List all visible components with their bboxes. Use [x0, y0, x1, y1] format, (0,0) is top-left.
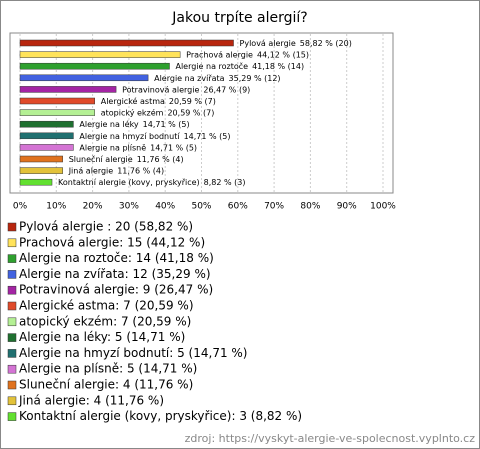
legend-swatch — [7, 254, 17, 263]
legend-label: Jiná alergie: 4 (11,76 %) — [18, 393, 164, 407]
x-tick-label: 50% — [191, 202, 211, 212]
bar — [19, 74, 149, 82]
legend-swatch — [7, 412, 17, 421]
legend-label: atopický ekzém: 7 (20,59 %) — [19, 314, 191, 328]
bar-label-value: 14,71 % (5) — [184, 131, 231, 140]
legend-label: Sluneční alergie: 4 (11,76 %) — [19, 378, 193, 392]
bar-label-category: Potravinová alergie — [122, 85, 199, 94]
bar-label-category: Jiná alergie — [68, 166, 114, 175]
bar — [19, 132, 74, 140]
legend-swatch — [7, 285, 17, 295]
bar-label-value: 20,59 % (7) — [169, 97, 216, 106]
bar — [19, 167, 63, 174]
bar-label-category: Alergie na plísně — [79, 143, 146, 152]
bar-label: Jiná alergie 11,76 % (4) — [68, 166, 164, 175]
bar-label-value: 58,82 % (20) — [300, 39, 352, 48]
bar — [19, 120, 74, 128]
bar-label: Kontaktní alergie (kovy, pryskyřice) 8,82… — [58, 178, 245, 187]
bar-label-value: 8,82 % (3) — [204, 178, 246, 187]
bar-label: Potravinová alergie 26,47 % (9) — [122, 85, 250, 94]
x-tick-label: 100% — [370, 202, 396, 212]
legend-label: Alergie na zvířata: 12 (35,29 %) — [19, 267, 211, 281]
bar-label-category: Sluneční alergie — [69, 154, 133, 164]
x-tick-label: 90% — [337, 202, 357, 212]
bar-label-value: 35,29 % (12) — [229, 73, 281, 82]
legend-label: Prachová alergie: 15 (44,12 %) — [19, 235, 205, 249]
x-tick-label: 20% — [83, 202, 103, 212]
bar — [19, 51, 181, 58]
legend-swatch — [7, 333, 17, 342]
legend-swatch — [7, 317, 17, 327]
bar-label-value: 14,71 % (5) — [143, 120, 190, 129]
bar-label-category: Alergie na hmyzí bodnutí — [79, 131, 180, 140]
bar-label-category: Alergické astma — [101, 96, 165, 106]
legend-label: Alergické astma: 7 (20,59 %) — [19, 299, 194, 313]
chart-title: Jakou trpíte alergií? — [171, 10, 307, 26]
bar-label: Prachová alergie 44,12 % (15) — [186, 50, 309, 59]
bar — [19, 144, 74, 151]
bar — [19, 155, 63, 163]
x-tick-label: 60% — [228, 202, 248, 212]
bar-label: Alergie na zvířata 35,29 % (12) — [154, 73, 280, 82]
x-tick-label: 70% — [264, 202, 284, 212]
bar-label-category: Alergie na léky — [79, 119, 139, 129]
legend-swatch — [7, 222, 17, 232]
bar-label-value: 11,76 % (4) — [137, 155, 184, 164]
legend-swatch — [7, 349, 17, 358]
bar-label-value: 26,47 % (9) — [203, 85, 250, 94]
bar-label-category: Kontaktní alergie (kovy, pryskyřice) — [58, 178, 200, 187]
x-tick-label: 10% — [46, 202, 66, 212]
bar-label-value: 44,12 % (15) — [257, 50, 309, 59]
bar-label-category: Prachová alergie — [186, 50, 253, 59]
bar-label-category: Alergie na roztoče — [175, 61, 248, 71]
bar — [19, 86, 117, 93]
legend-swatch — [7, 396, 17, 406]
bar — [19, 39, 234, 47]
bar-label: Alergické astma 20,59 % (7) — [101, 96, 216, 106]
bar-label-value: 14,71 % (5) — [150, 143, 197, 152]
bar-label: Alergie na plísně 14,71 % (5) — [79, 143, 197, 152]
x-tick-label: 30% — [119, 202, 139, 212]
bar — [19, 178, 53, 186]
bar-label: Alergie na hmyzí bodnutí 14,71 % (5) — [79, 131, 230, 140]
x-tick-label: 0% — [13, 202, 28, 212]
bar-label-category: Alergie na zvířata — [154, 73, 225, 82]
legend-label: Kontaktní alergie (kovy, pryskyřice): 3 … — [19, 409, 302, 423]
bar-label-category: atopický ekzém — [101, 107, 164, 117]
legend-swatch — [7, 364, 17, 374]
bar-label: Pylová alergie 58,82 % (20) — [240, 39, 352, 48]
legend-swatch — [7, 238, 17, 248]
legend-swatch — [7, 301, 17, 311]
bar-label-value: 11,76 % (4) — [117, 166, 164, 175]
legend-label: Alergie na léky: 5 (14,71 %) — [19, 330, 185, 344]
bar — [19, 97, 95, 105]
legend-label: Potravinová alergie: 9 (26,47 %) — [19, 283, 213, 297]
x-tick-label: 40% — [155, 202, 175, 212]
bar — [19, 62, 170, 70]
legend-swatch — [7, 270, 17, 279]
legend-label: Alergie na roztoče: 14 (41,18 %) — [19, 251, 214, 265]
source: zdroj: https://vyskyt-alergie-ve-spolecn… — [185, 432, 476, 445]
bar-label-value: 20,59 % (7) — [167, 108, 214, 117]
legend-label: Pylová alergie : 20 (58,82 %) — [19, 220, 193, 234]
bar-label: Alergie na léky 14,71 % (5) — [79, 119, 189, 129]
bar — [19, 109, 95, 116]
bar-label: atopický ekzém 20,59 % (7) — [101, 107, 215, 117]
legend-label: Alergie na hmyzí bodnutí: 5 (14,71 %) — [19, 346, 247, 360]
x-tick-label: 80% — [300, 202, 320, 212]
bar-label: Sluneční alergie 11,76 % (4) — [69, 154, 184, 164]
legend-swatch — [7, 380, 17, 390]
bar-label-value: 41,18 % (14) — [252, 62, 304, 71]
bar-label-category: Pylová alergie — [240, 39, 296, 48]
legend-label: Alergie na plísně: 5 (14,71 %) — [19, 362, 197, 376]
bar-label: Alergie na roztoče 41,18 % (14) — [175, 61, 304, 71]
